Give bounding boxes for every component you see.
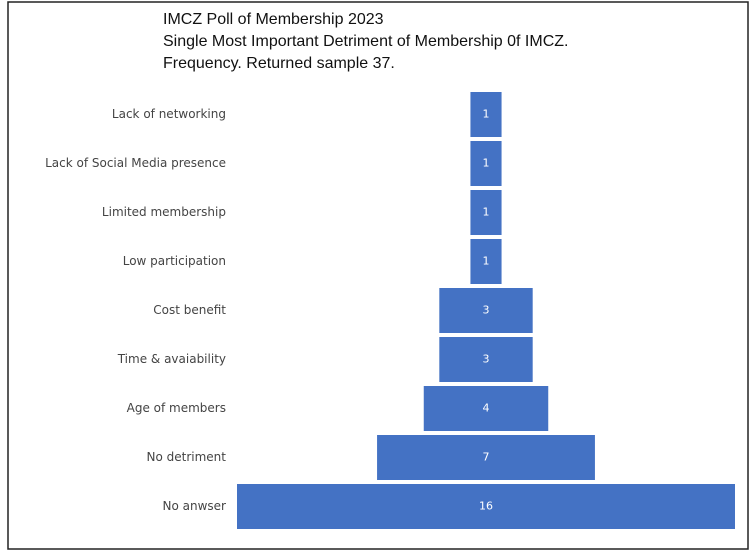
bar [237, 484, 735, 529]
category-label: Low participation [123, 254, 226, 268]
data-label: 1 [483, 255, 490, 268]
bar [439, 337, 533, 382]
category-label: Age of members [127, 401, 226, 415]
category-label: Limited membership [102, 205, 226, 219]
bar [439, 288, 533, 333]
data-label: 1 [483, 108, 490, 121]
category-label: No detriment [147, 450, 227, 464]
chart-title: Single Most Important Detriment of Membe… [163, 33, 568, 50]
data-label: 7 [483, 451, 490, 464]
bar [470, 239, 502, 284]
data-label: 1 [483, 157, 490, 170]
bar [423, 386, 549, 431]
chart-title: IMCZ Poll of Membership 2023 [163, 11, 384, 28]
data-label: 3 [483, 353, 490, 366]
category-label: Time & avaiability [117, 352, 226, 366]
category-label: Lack of Social Media presence [45, 156, 226, 170]
bar [470, 92, 502, 137]
data-label: 3 [483, 304, 490, 317]
bar [470, 190, 502, 235]
data-label: 1 [483, 206, 490, 219]
data-label: 4 [483, 402, 490, 415]
category-label: No anwser [163, 499, 227, 513]
category-label: Cost benefit [153, 303, 226, 317]
bar [377, 435, 595, 480]
category-label: Lack of networking [112, 107, 226, 121]
chart-title: Frequency. Returned sample 37. [163, 55, 395, 72]
data-label: 16 [479, 500, 493, 513]
bar [470, 141, 502, 186]
